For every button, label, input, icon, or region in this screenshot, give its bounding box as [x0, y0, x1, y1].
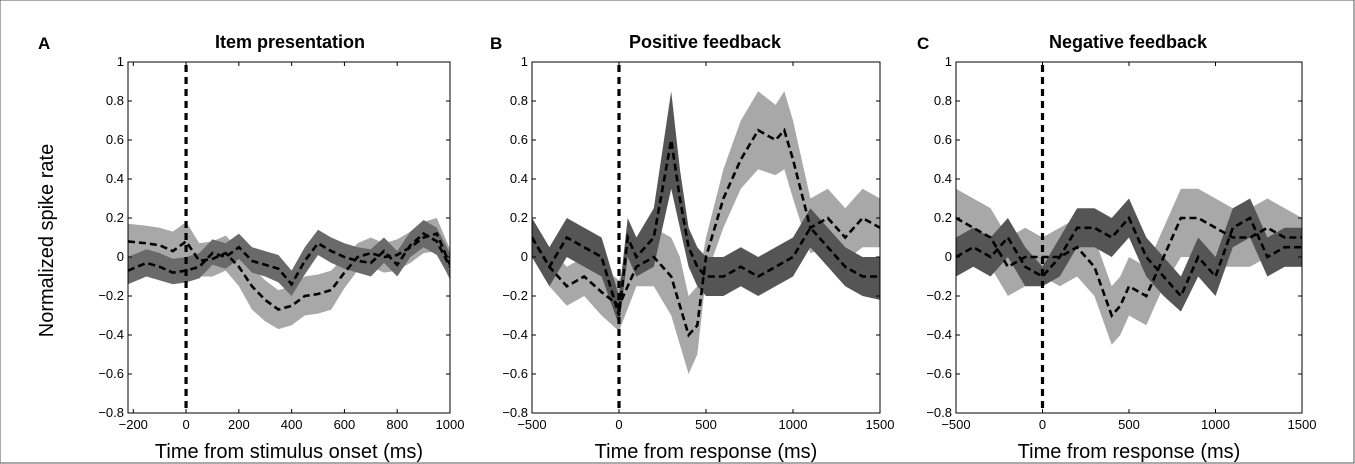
x-tick-label: 500 [695, 417, 717, 432]
y-tick-label: 1 [945, 54, 952, 69]
x-axis-label: Time from response (ms) [1018, 441, 1241, 463]
y-tick-label: 0.2 [510, 210, 528, 225]
plot-area [532, 91, 880, 375]
y-tick-label: 0.2 [106, 210, 124, 225]
x-tick-label: 800 [386, 417, 408, 432]
y-tick-label: 0 [117, 249, 124, 264]
y-tick-label: −0.4 [926, 327, 952, 342]
panel-title: Positive feedback [629, 32, 782, 52]
mean-line-series-1 [956, 215, 1302, 299]
y-tick-label: −0.8 [926, 405, 952, 420]
x-tick-label: 600 [334, 417, 356, 432]
y-tick-label: 0.8 [106, 93, 124, 108]
y-tick-label: −0.8 [98, 405, 124, 420]
y-tick-label: 0.4 [106, 171, 124, 186]
panel-a: −0.8 −0.6 −0.4 −0.2 0 0.2 0.4 0.6 0.8 1 −200 0 200 40… [36, 32, 464, 463]
y-tick-label: −0.6 [98, 366, 124, 381]
y-tick-label: −0.4 [502, 327, 528, 342]
y-tick-label: 0.4 [510, 171, 528, 186]
mean-line-series-1 [532, 139, 880, 316]
y-tick-label: 0.6 [934, 132, 952, 147]
y-tick-label: −0.4 [98, 327, 124, 342]
panel-c: −0.8 −0.6 −0.4 −0.2 0 0.2 0.4 0.6 0.8 1 −500 0 500 10… [917, 32, 1316, 463]
x-tick-label: 1000 [1201, 417, 1230, 432]
y-tick-label: −0.8 [502, 405, 528, 420]
y-tick-label: 0.8 [510, 93, 528, 108]
y-tick-label: −0.2 [926, 288, 952, 303]
x-tick-label: 1500 [866, 417, 895, 432]
y-tick-label: −0.2 [502, 288, 528, 303]
x-tick-label: 400 [281, 417, 303, 432]
x-axis-label: Time from stimulus onset (ms) [155, 441, 423, 463]
panel-letter: C [917, 34, 929, 53]
x-tick-label: 0 [1039, 417, 1046, 432]
panel-letter: B [490, 34, 502, 53]
x-tick-label: 500 [1118, 417, 1140, 432]
y-tick-label: 1 [117, 54, 124, 69]
x-tick-label: −200 [119, 417, 148, 432]
mean-line-series-0 [956, 216, 1302, 319]
x-tick-label: 1500 [1288, 417, 1317, 432]
y-tick-label: 0.6 [106, 132, 124, 147]
x-axis-label: Time from response (ms) [595, 441, 818, 463]
panel-b: −0.8 −0.6 −0.4 −0.2 0 0.2 0.4 0.6 0.8 1 −500 0 500 10… [490, 32, 894, 463]
y-tick-label: −0.2 [98, 288, 124, 303]
axis-frame [127, 61, 451, 414]
mean-line-series-0 [128, 232, 450, 312]
x-tick-label: 1000 [436, 417, 465, 432]
error-band-series-1 [532, 91, 880, 326]
x-tick-label: 200 [228, 417, 250, 432]
panel-letter: A [38, 34, 50, 53]
y-axis-label: Normalized spike rate [36, 144, 58, 337]
y-tick-label: 0 [945, 249, 952, 264]
y-tick-label: 0.2 [934, 210, 952, 225]
y-tick-label: 1 [521, 54, 528, 69]
x-tick-label: −500 [517, 417, 546, 432]
y-tick-label: −0.6 [502, 366, 528, 381]
y-tick-label: 0.4 [934, 171, 952, 186]
panel-title: Negative feedback [1049, 32, 1208, 52]
y-tick-label: 0.6 [510, 132, 528, 147]
x-tick-label: −500 [941, 417, 970, 432]
y-tick-label: 0.8 [934, 93, 952, 108]
x-tick-label: 1000 [779, 417, 808, 432]
y-tick-label: −0.6 [926, 366, 952, 381]
y-tick-label: 0 [521, 249, 528, 264]
x-tick-label: 0 [182, 417, 189, 432]
x-tick-label: 0 [615, 417, 622, 432]
mean-line-series-0 [532, 127, 880, 338]
panel-title: Item presentation [215, 32, 365, 52]
